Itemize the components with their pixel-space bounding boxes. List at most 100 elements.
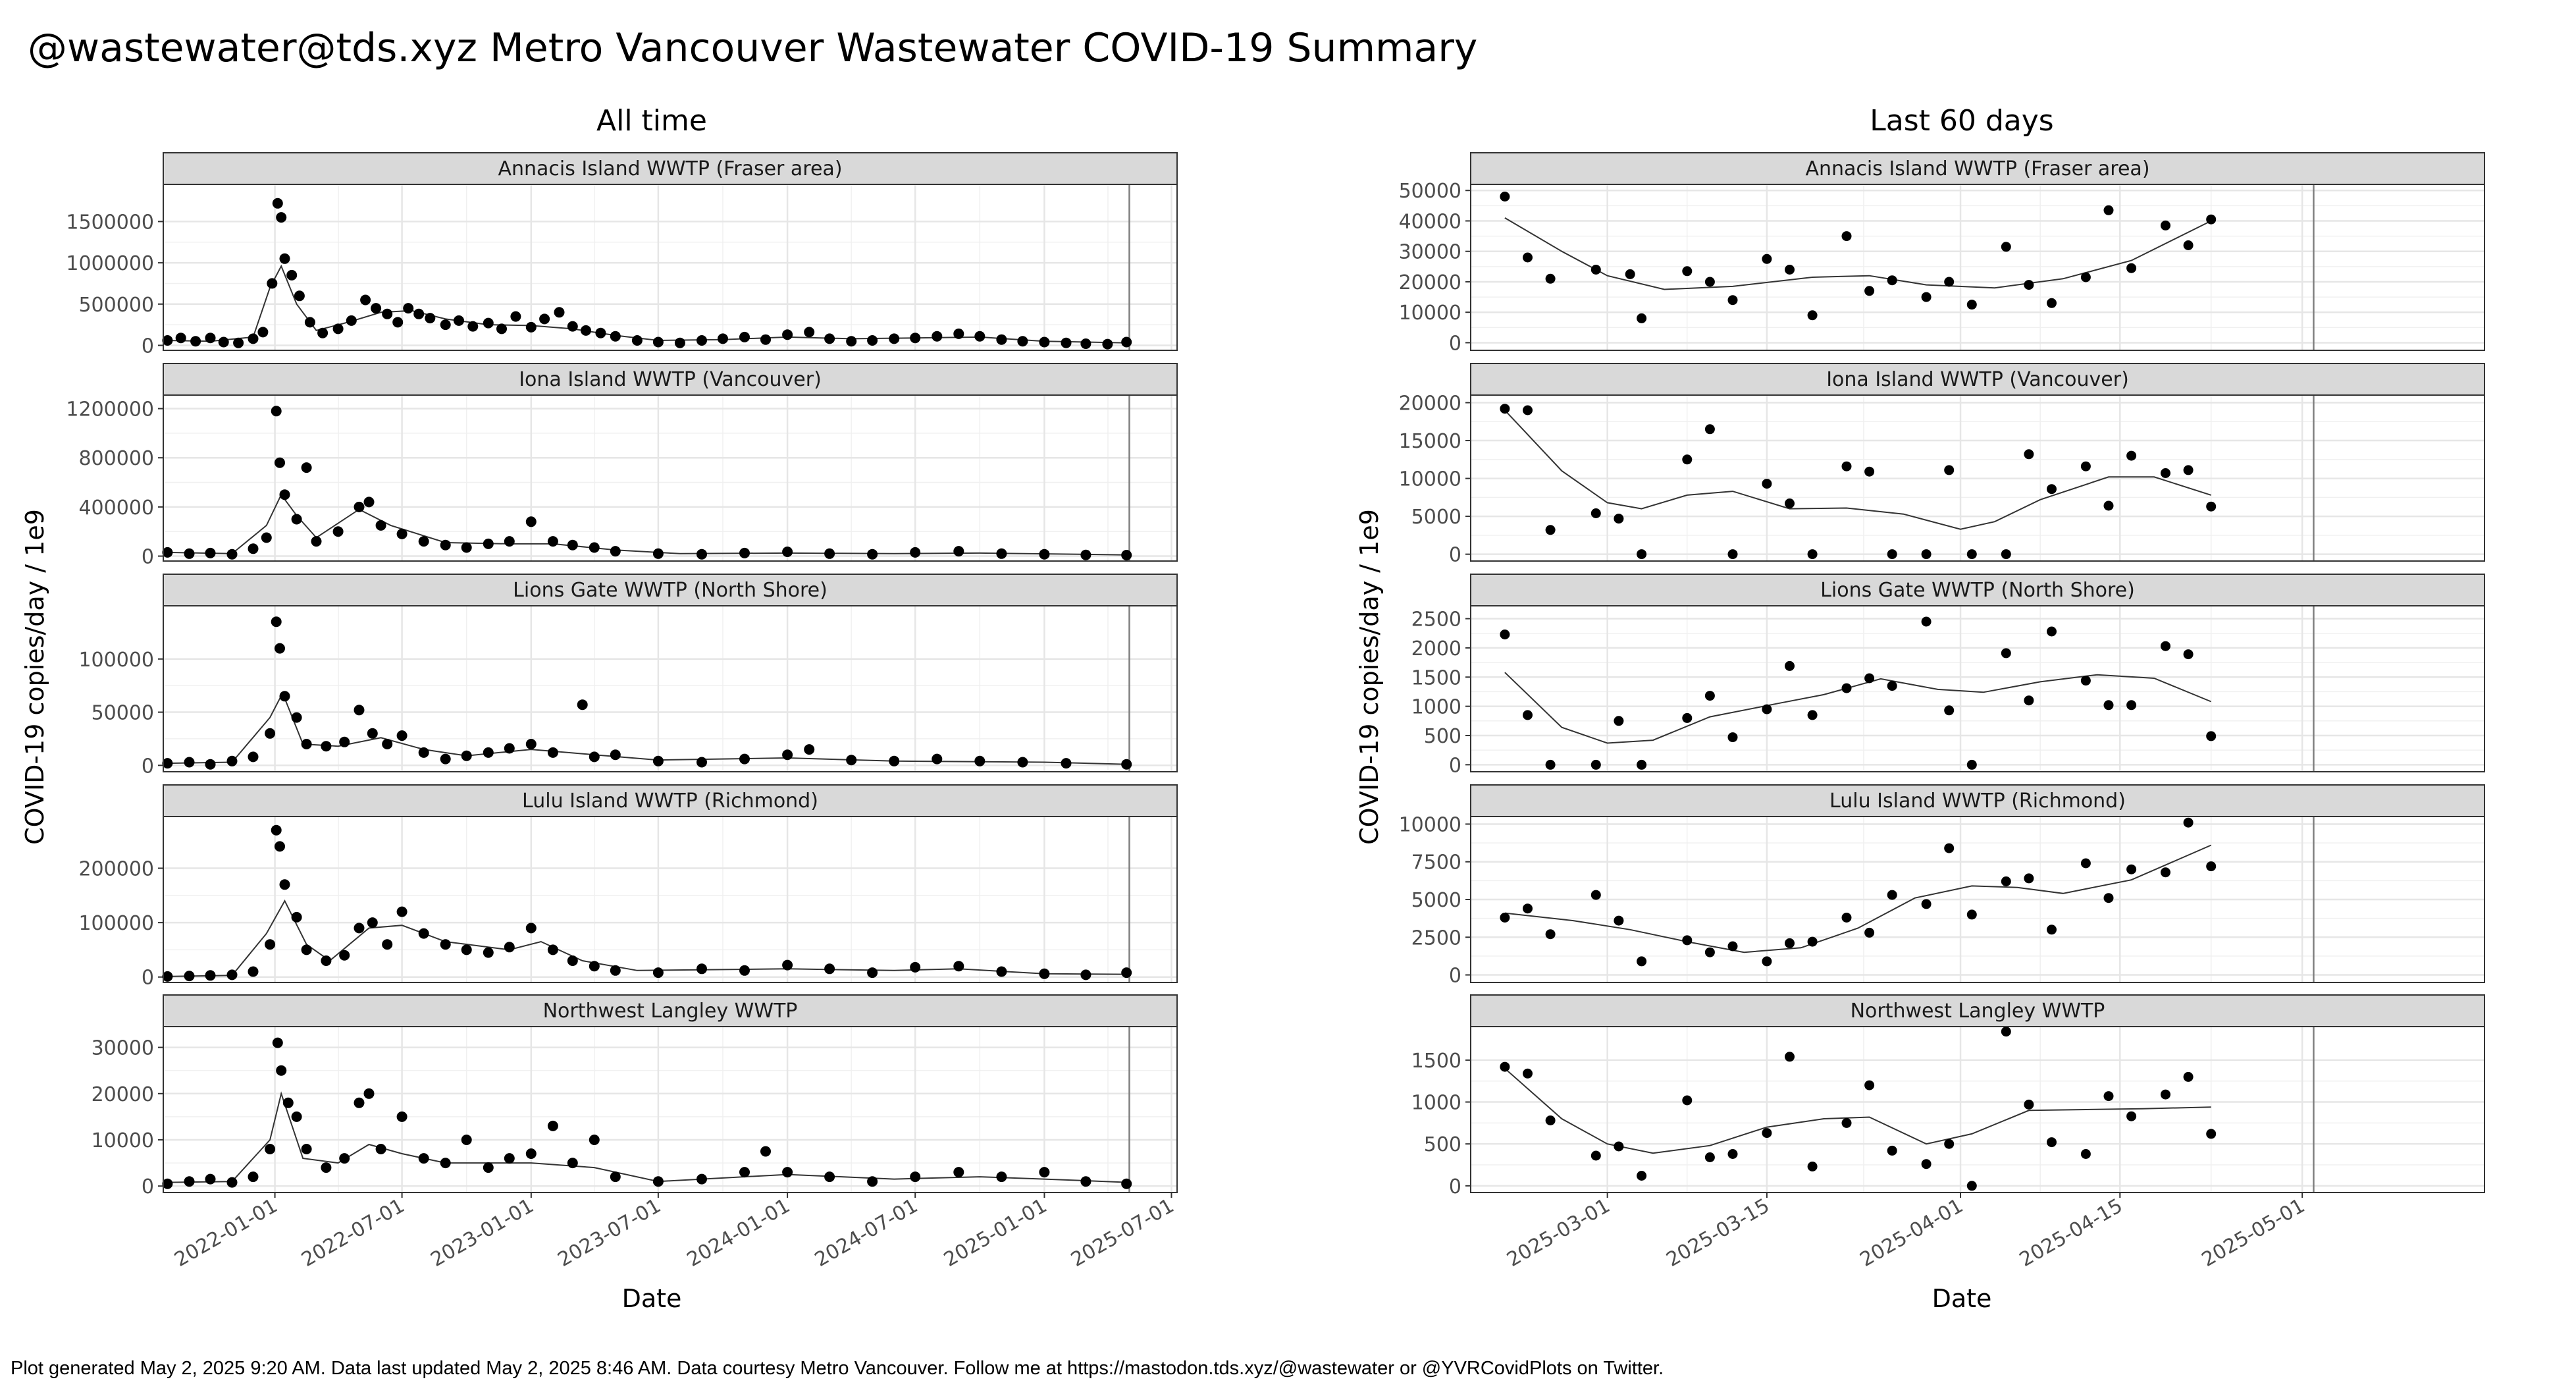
data-point (739, 965, 750, 976)
x-tick-label: 2025-03-15 (1662, 1195, 1773, 1272)
y-tick-label: 50000 (1399, 180, 1461, 203)
facet-strip (163, 994, 1178, 1027)
y-tick-label: 1000 (1411, 696, 1461, 719)
data-point (184, 971, 195, 982)
data-point (1966, 300, 1977, 310)
trend-line (167, 899, 1128, 977)
data-point (339, 736, 350, 747)
data-point (1637, 549, 1647, 560)
data-point (1061, 758, 1072, 769)
data-point (396, 528, 407, 539)
plot-panel-border (163, 816, 1178, 983)
data-point (339, 1153, 350, 1164)
data-point (910, 961, 921, 973)
data-point (375, 520, 386, 531)
data-point (697, 1173, 707, 1185)
data-point (162, 971, 173, 982)
data-point (504, 743, 515, 754)
data-point (301, 462, 312, 473)
data-point (294, 290, 305, 302)
data-point (2126, 450, 2137, 461)
data-point (1785, 660, 1795, 671)
y-tick-label: 0 (142, 335, 154, 358)
data-point (782, 1167, 793, 1178)
data-point (2080, 858, 2091, 869)
data-point (363, 497, 375, 508)
facet-strip-label: Lulu Island WWTP (Richmond) (1829, 790, 2126, 813)
y-tick-label: 800000 (78, 447, 154, 470)
data-point (1864, 466, 1875, 477)
data-point (184, 757, 195, 768)
y-tick-label: 500000 (78, 294, 154, 317)
data-point (396, 1111, 407, 1122)
data-point (782, 749, 793, 761)
data-point (1944, 705, 1955, 716)
data-point (804, 327, 815, 338)
data-point (375, 1144, 386, 1154)
data-point (1682, 266, 1693, 277)
data-point (577, 699, 588, 711)
data-point (2103, 205, 2114, 215)
data-point (525, 516, 537, 527)
data-point (932, 331, 943, 342)
data-point (1039, 549, 1050, 560)
data-point (271, 616, 282, 628)
data-point (953, 1167, 964, 1178)
y-tick-label: 100000 (78, 912, 154, 935)
data-point (2024, 280, 2034, 290)
data-point (454, 315, 464, 326)
data-point (461, 542, 472, 553)
data-point (1523, 405, 1533, 416)
y-tick-label: 0 (1449, 754, 1461, 777)
data-point (889, 755, 900, 766)
data-point (567, 955, 578, 966)
data-point (418, 747, 429, 758)
data-point (1523, 710, 1533, 720)
data-point (425, 313, 436, 324)
data-point (1921, 1159, 1932, 1169)
data-point (996, 334, 1007, 345)
data-point (1637, 759, 1647, 770)
y-tick-label: 2500 (1411, 926, 1461, 950)
data-point (1500, 913, 1510, 923)
data-point (1966, 909, 1977, 920)
data-point (1017, 757, 1028, 768)
x-axis-label: Date (622, 1284, 682, 1313)
facet-strip-label: Lions Gate WWTP (North Shore) (513, 579, 828, 602)
data-point (257, 327, 269, 338)
y-tick-label: 1000 (1411, 1092, 1461, 1115)
data-point (910, 333, 921, 344)
data-point (1080, 549, 1091, 560)
data-point (610, 1171, 621, 1183)
y-tick-label: 20000 (1399, 271, 1461, 294)
data-point (2103, 500, 2114, 511)
plot-panel-border (163, 394, 1178, 562)
data-point (2024, 449, 2034, 460)
data-point (539, 313, 550, 325)
x-tick-label: 2025-07-01 (1067, 1195, 1178, 1272)
data-point (272, 198, 283, 209)
data-point (610, 546, 621, 557)
y-tick-label: 0 (142, 546, 154, 569)
data-point (440, 1158, 451, 1169)
data-point (910, 1171, 921, 1183)
data-point (301, 944, 312, 955)
data-point (418, 928, 429, 939)
data-point (1545, 1115, 1556, 1125)
facet-4: Lulu Island WWTP (Richmond) 0 2500 5000 7500… (1399, 784, 2485, 988)
data-point (2001, 242, 2011, 252)
facet-2: Iona Island WWTP (Vancouver) 0 400000 80000… (66, 363, 1178, 569)
data-point (1039, 968, 1050, 979)
data-point (1625, 269, 1635, 279)
data-point (440, 939, 451, 950)
data-point (1807, 1162, 1818, 1171)
data-point (867, 549, 878, 560)
data-point (2024, 695, 2034, 706)
data-point (760, 1146, 771, 1157)
data-point (1637, 313, 1647, 323)
data-point (2183, 817, 2194, 828)
plot-panel-border (1470, 184, 2485, 351)
data-point (2206, 214, 2217, 225)
data-point (1080, 1176, 1091, 1187)
data-point (1785, 265, 1795, 275)
